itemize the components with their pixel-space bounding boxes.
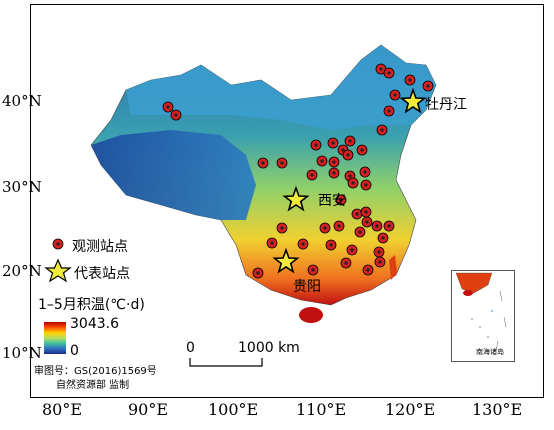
credit-line-1: 审图号：GS(2016)1569号 [34,366,157,377]
observation-stations [162,63,434,279]
north-region [126,45,436,130]
observation-station-core [351,181,355,185]
observation-station-core [387,109,391,113]
lat-label-30: 30°N [2,178,42,196]
observation-station-core [320,159,324,163]
representative-station-star [272,247,300,274]
legend-rep-star [44,258,72,283]
observation-station-core [355,212,359,216]
observation-station-core [344,261,348,265]
legend-obs-label: 观测站点 [72,239,128,255]
lon-label-110: 110°E [296,400,347,419]
south-china-sea-inset: 南海诸岛 [451,270,515,362]
observation-station-core [348,174,352,178]
observation-station-core [379,67,383,71]
observation-station-core [387,224,391,228]
observation-station-core [360,148,364,152]
lon-label-80: 80°E [42,400,83,419]
observation-station-core [366,268,370,272]
observation-station-core [311,268,315,272]
observation-station-core [341,148,345,152]
observation-station-core [332,160,336,164]
colorbar-min: 0 [70,343,79,359]
legend-obs-marker-core [56,242,60,246]
observation-station-core [363,170,367,174]
lat-label-20: 20°N [2,262,42,280]
observation-station-core [331,141,335,145]
lon-label-130: 130°E [472,400,523,419]
lat-label-40: 40°N [2,92,42,110]
observation-station-core [339,198,343,202]
colorbar-title: 1–5月积温(℃·d) [38,297,145,313]
scale-bar-zero: 0 [186,340,195,356]
observation-station-core [270,241,274,245]
observation-station-core [375,224,379,228]
scale-bar-line [189,358,263,367]
map-frame [30,4,544,398]
observation-station-core [323,226,327,230]
representative-stations [272,87,427,274]
colorbar-max: 3043.6 [70,316,119,332]
observation-station-core [280,226,284,230]
hainan-island [299,307,323,323]
observation-station-core [280,161,284,165]
observation-station-core [174,113,178,117]
observation-station-core [301,242,305,246]
observation-station-core [380,128,384,132]
legend-rep-label: 代表站点 [74,266,130,282]
city-label-guiyang: 贵阳 [293,279,321,295]
observation-station-core [377,250,381,254]
lat-label-10: 10°N [2,344,42,362]
credit-line-2: 自然资源部 监制 [56,380,130,391]
observation-station-core [408,78,412,82]
observation-station-core [381,236,385,240]
observation-station-core [337,224,341,228]
lon-label-90: 90°E [128,400,169,419]
observation-station-core [364,210,368,214]
observation-station-core [261,161,265,165]
observation-station-core [314,143,318,147]
observation-station-core [310,173,314,177]
inset-label: 南海诸岛 [476,348,504,356]
scale-bar-distance: 1000 km [238,340,300,356]
observation-station-core [393,93,397,97]
taiwan-island [389,255,397,280]
inset-map [455,272,507,352]
observation-station-core [387,71,391,75]
observation-station-core [256,271,260,275]
city-label-mudanjiang: 牡丹江 [425,97,467,113]
city-label-xian: 西安 [318,193,346,209]
lon-label-100: 100°E [208,400,259,419]
observation-station-core [346,153,350,157]
observation-station-core [358,230,362,234]
colorbar [44,322,66,354]
observation-station-core [426,84,430,88]
representative-station-star [282,185,310,212]
observation-station-core [332,171,336,175]
observation-station-core [350,248,354,252]
observation-station-core [348,139,352,143]
observation-station-core [364,183,368,187]
plateau-region [91,130,256,220]
observation-station-core [378,260,382,264]
observation-station-core [166,105,170,109]
observation-station-core [365,220,369,224]
lon-label-120: 120°E [385,400,436,419]
representative-station-star [399,87,427,114]
observation-station-core [329,243,333,247]
